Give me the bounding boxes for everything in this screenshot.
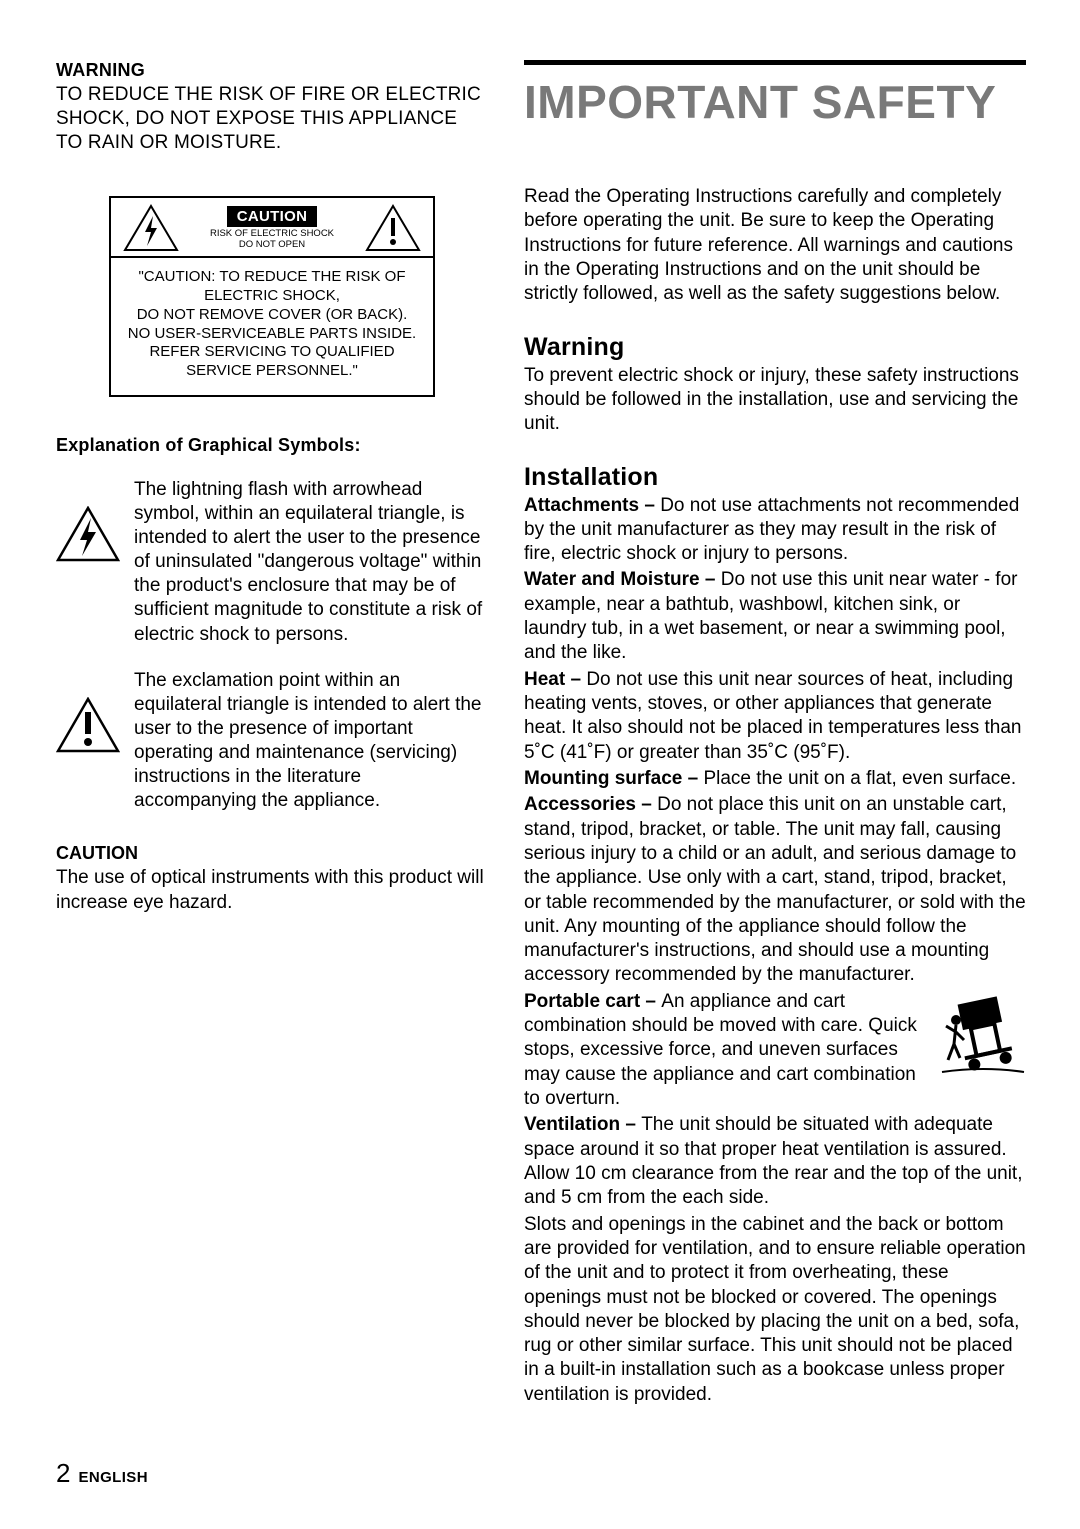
portable-cart-item: Portable cart – An appliance and cart co… [524,990,1026,1112]
accessories-label: Accessories – [524,794,657,815]
accessories-item: Accessories – Do not place this unit on … [524,793,1026,988]
lightning-symbol-text: The lightning flash with arrowhead symbo… [134,478,488,647]
left-column: WARNING TO REDUCE THE RISK OF FIRE OR EL… [56,60,488,1418]
caution-body-text: "CAUTION: TO REDUCE THE RISK OF ELECTRIC… [111,258,433,395]
ventilation-item: Ventilation – The unit should be situate… [524,1113,1026,1210]
caution-box: CAUTION RISK OF ELECTRIC SHOCK DO NOT OP… [109,196,435,397]
page-language: ENGLISH [78,1469,147,1486]
warning-section-heading: Warning [524,333,1026,362]
page-number: 2 [56,1458,70,1489]
warning-text: TO REDUCE THE RISK OF FIRE OR ELECTRIC S… [56,83,488,154]
mounting-item: Mounting surface – Place the unit on a f… [524,767,1026,791]
mounting-text: Place the unit on a flat, even surface. [703,768,1016,789]
caution-label: CAUTION [227,206,317,227]
warning-heading: WARNING [56,60,488,81]
accessories-text: Do not place this unit on an unstable ca… [524,794,1026,985]
attachments-item: Attachments – Do not use attachments not… [524,494,1026,567]
heat-text: Do not use this unit near sources of hea… [524,669,1021,763]
exclamation-triangle-icon [365,204,421,252]
heat-item: Heat – Do not use this unit near sources… [524,668,1026,765]
page-title: IMPORTANT SAFETY [524,75,1026,129]
exclamation-symbol-icon [56,697,120,753]
water-item: Water and Moisture – Do not use this uni… [524,568,1026,665]
portable-cart-label: Portable cart – [524,991,661,1012]
attachments-label: Attachments – [524,495,660,516]
ventilation-label: Ventilation – [524,1114,641,1135]
portable-cart-icon [940,990,1026,1076]
ventilation-item-2: Slots and openings in the cabinet and th… [524,1213,1026,1408]
caution2-heading: CAUTION [56,843,488,864]
top-rule [524,60,1026,65]
caution-risk-line2: DO NOT OPEN [179,240,365,250]
water-label: Water and Moisture – [524,569,721,590]
heat-label: Heat – [524,669,586,690]
right-column: IMPORTANT SAFETY Read the Operating Inst… [524,60,1026,1418]
lightning-symbol-icon [56,506,120,562]
lightning-triangle-icon [123,204,179,252]
ventilation-text2: Slots and openings in the cabinet and th… [524,1214,1026,1405]
caution2-text: The use of optical instruments with this… [56,866,488,914]
explanation-heading: Explanation of Graphical Symbols: [56,435,488,456]
warning-section-text: To prevent electric shock or injury, the… [524,364,1026,437]
exclamation-symbol-text: The exclamation point within an equilate… [134,669,488,814]
page-footer: 2 ENGLISH [56,1418,1026,1489]
mounting-label: Mounting surface – [524,768,703,789]
installation-heading: Installation [524,463,1026,492]
intro-paragraph: Read the Operating Instructions carefull… [524,185,1026,307]
